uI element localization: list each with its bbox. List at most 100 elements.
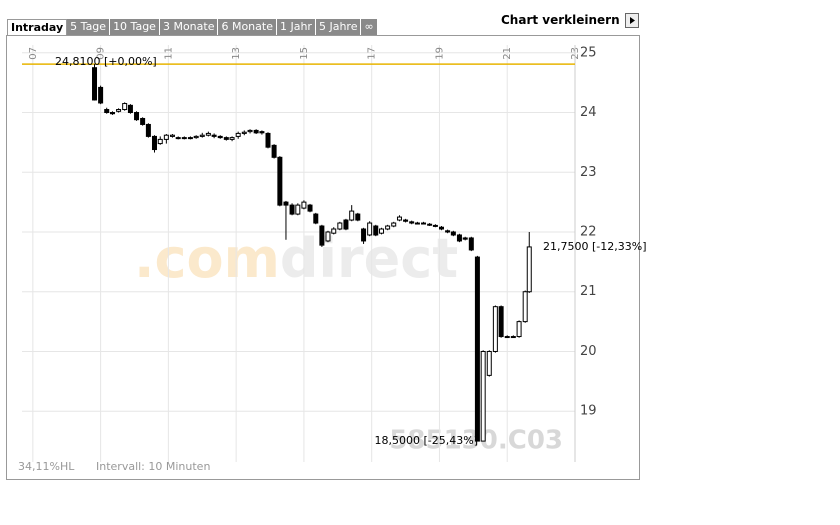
price-annotation: 18,5000 [-25,43%] — [375, 434, 478, 447]
shrink-link[interactable]: Chart verkleinern — [501, 13, 620, 27]
candle-body — [199, 134, 205, 137]
candle-body — [265, 132, 271, 148]
candle-body — [217, 135, 223, 139]
candle-body — [409, 221, 415, 224]
watermark: .comdirect — [134, 227, 458, 290]
candle-body — [396, 216, 402, 221]
candle-body — [127, 104, 133, 114]
y-tick-label: 23 — [580, 165, 597, 180]
tab[interactable]: Intraday — [7, 19, 68, 36]
candle-body — [151, 135, 157, 151]
candle-body — [283, 201, 289, 206]
candle-body — [92, 67, 98, 101]
candle-body — [486, 350, 492, 376]
candle-body — [498, 306, 504, 338]
candle-body — [373, 225, 379, 236]
candle-body — [163, 134, 169, 140]
candle-body — [349, 210, 355, 221]
candle-body — [289, 204, 295, 215]
candle-body — [122, 103, 128, 111]
candle-body — [480, 350, 486, 442]
candle-body — [432, 224, 438, 227]
x-tick-label: 15 — [299, 47, 310, 60]
candle-body — [522, 291, 528, 323]
candle-body — [337, 222, 343, 230]
tab[interactable]: 6 Monate — [218, 19, 277, 35]
tab-bar: Intraday 5 Tage 10 Tage 3 Monate 6 Monate 1 J… — [7, 19, 378, 36]
x-tick-label: 09 — [96, 47, 107, 60]
candle-body — [229, 137, 235, 140]
tab[interactable]: 3 Monate — [159, 19, 219, 35]
candle-body — [98, 86, 104, 104]
candle-body — [193, 135, 199, 139]
candle-body — [205, 132, 211, 136]
candle-body — [223, 137, 229, 140]
candle-body — [307, 204, 313, 212]
candle-body — [187, 137, 193, 140]
x-tick-label: 07 — [28, 47, 39, 60]
footer-text: Intervall: 10 Minuten — [96, 460, 210, 473]
tab[interactable]: ∞ — [361, 19, 378, 35]
price-annotation: 21,7500 [-12,33%] — [543, 240, 646, 253]
x-tick-label: 21 — [502, 47, 513, 60]
candle-body — [104, 109, 110, 114]
candle-body — [247, 129, 253, 133]
candle-body — [295, 204, 301, 215]
candle-body — [468, 237, 474, 251]
candle-body — [241, 131, 247, 134]
chart-frame — [6, 35, 640, 480]
candle-body — [403, 219, 409, 222]
y-tick-label: 21 — [580, 284, 597, 299]
candle-body — [385, 225, 391, 230]
y-tick-label: 19 — [580, 404, 597, 419]
shrink-button[interactable] — [625, 13, 639, 28]
candle-body — [516, 321, 522, 338]
x-tick-label: 13 — [231, 47, 242, 60]
y-tick-label: 24 — [580, 105, 597, 120]
watermark-part: direct — [280, 227, 458, 290]
candle-body — [169, 134, 175, 137]
y-tick-label: 25 — [580, 45, 597, 60]
candle-body — [145, 123, 151, 137]
watermark-part: .com — [134, 227, 280, 290]
candle-body — [391, 222, 397, 227]
candle-body — [438, 226, 444, 230]
candle-body — [450, 231, 456, 236]
candle-body — [301, 201, 307, 209]
candle-body — [343, 219, 349, 230]
y-tick-label: 20 — [580, 344, 597, 359]
candle-body — [367, 222, 373, 236]
x-tick-label: 11 — [163, 47, 174, 60]
x-tick-label: 19 — [434, 47, 445, 60]
candle-body — [462, 237, 468, 240]
candle-body — [331, 228, 337, 234]
candle-body — [504, 336, 510, 339]
candle-body — [175, 137, 181, 140]
arrow-icon — [630, 17, 635, 24]
candle-body — [379, 228, 385, 234]
candle-body — [140, 117, 146, 125]
candle-body — [492, 306, 498, 352]
y-tick-label: 22 — [580, 224, 597, 239]
tab[interactable]: 5 Tage — [67, 19, 111, 35]
x-tick-label: 17 — [367, 47, 378, 60]
candle-body — [319, 225, 325, 246]
candle-body — [211, 134, 217, 137]
candle-body — [414, 222, 420, 225]
candle-body — [313, 213, 319, 224]
tab[interactable]: 5 Jahre — [315, 19, 362, 35]
tab[interactable]: 1 Jahr — [276, 19, 316, 35]
candle-body — [134, 112, 140, 121]
candle-body — [259, 131, 265, 134]
candle-body — [427, 223, 433, 226]
candle-body — [116, 109, 122, 112]
candle-body — [510, 336, 516, 339]
tab[interactable]: 10 Tage — [110, 19, 160, 35]
candle-body — [277, 156, 283, 206]
candle-body — [157, 138, 163, 145]
candle-body — [355, 213, 361, 221]
candle-body — [445, 230, 451, 233]
candle-body — [181, 137, 187, 140]
